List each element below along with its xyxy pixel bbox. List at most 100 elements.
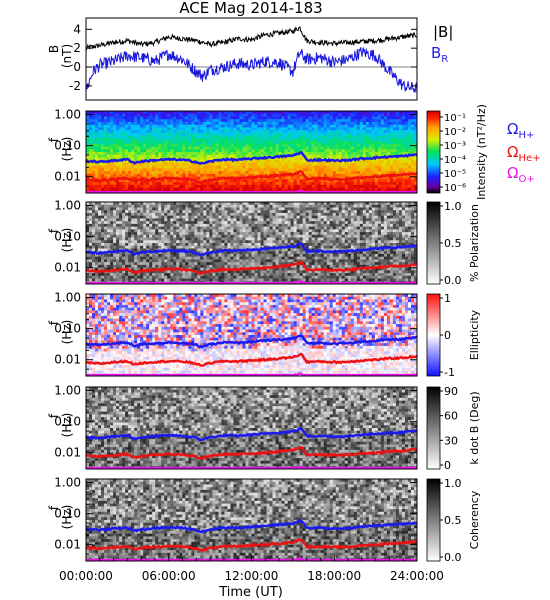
gyro-line-h-plus: [85, 150, 418, 165]
colorbar-tick-label: 30: [444, 434, 458, 447]
legend-gyro-sub: H+: [518, 130, 534, 141]
y-axis-label: f: [47, 505, 61, 510]
x-tick-label: 12:00:00: [225, 569, 279, 583]
colorbar-tick-label: 1.0: [444, 477, 462, 490]
legend-gyro-he-plus: ΩHe+: [507, 143, 541, 164]
colorbar-tick-label: 0: [444, 329, 451, 342]
y-tick-label: 1.00: [54, 108, 81, 122]
colorbar-tick-label: 90: [444, 385, 458, 398]
colorbar-tick-label: 0.0: [444, 551, 462, 564]
panel-intensity: 1.000.100.01f (Hz)10⁻¹10⁻²10⁻³10⁻⁴10⁻⁵10⁻…: [47, 104, 488, 200]
panel-frame: [85, 110, 418, 194]
y-tick-label: 0: [73, 60, 81, 74]
panel-frame: [85, 386, 418, 470]
panel-frame: [85, 293, 418, 377]
colorbar-gradient: [426, 201, 441, 285]
panel-frame: [85, 17, 418, 101]
panel-frame: [85, 201, 418, 285]
y-axis-label: f: [47, 413, 61, 418]
gyro-line-he-plus: [85, 538, 418, 552]
colorbar-tick-label: 10⁻⁵: [444, 169, 466, 180]
colorbar: 10⁻¹ 10⁻² 10⁻³ 10⁻⁴ 10⁻⁵ 10⁻⁶ Intensity (nT²/H…: [426, 104, 488, 200]
panels: 420-2B (nT)1.000.100.01f (Hz)10⁻¹10⁻²10⁻³1…: [47, 17, 488, 564]
panel-ellipticity: 1.00 0.10 0.01 f (Hz) 1 0 -1 Ellipticity: [47, 291, 481, 379]
x-tick-label: 00:00:00: [59, 569, 113, 583]
y-tick-label: 1.00: [54, 384, 81, 398]
y-axis-unit: (Hz): [60, 413, 74, 438]
chart-title: ACE Mag 2014-183: [179, 0, 322, 17]
legend-b-total: |B|: [433, 23, 453, 41]
gyro-line-o-plus: [86, 465, 418, 470]
gyro-line-h-plus: [85, 518, 418, 534]
colorbar-tick-label: 0.5: [444, 514, 462, 527]
colorbar-tick-label: 10⁻²: [444, 127, 466, 138]
y-tick-label: 0.10: [54, 507, 81, 521]
y-tick-label: 0.10: [54, 230, 81, 244]
y-tick-label: 0.10: [54, 139, 81, 153]
y-tick-label: -2: [69, 79, 81, 93]
colorbar-label: Intensity (nT²/Hz): [475, 104, 488, 200]
colorbar-tick-label: 10⁻⁶: [444, 183, 466, 194]
gyro-line-he-plus: [85, 259, 418, 276]
y-axis-unit: (Hz): [60, 320, 74, 345]
gyro-line-o-plus: [86, 189, 418, 194]
series-line-b-r: [85, 47, 418, 94]
y-tick-label: 0.01: [54, 538, 81, 552]
legend-gyro-h-plus: ΩH+: [507, 120, 534, 141]
y-tick-label: 0.01: [54, 170, 81, 184]
colorbar-gradient: [426, 293, 441, 377]
legend-b-r: BR: [431, 44, 448, 65]
legend-gyro-o-plus: ΩO+: [507, 164, 535, 185]
gyro-line-o-plus: [86, 280, 418, 285]
colorbar: 1.0 0.5 0.0 % Polarization: [426, 200, 481, 287]
gyro-line-he-plus: [85, 352, 418, 367]
colorbar-label: k dot B (Deg): [468, 391, 481, 464]
colorbar-tick-label: 1.0: [444, 200, 462, 213]
panel-polarization: 1.00 0.10 0.01 f (Hz) 1.0 0.5 0.0 % Polarization: [47, 199, 481, 287]
legend-gyro-sub: He+: [518, 153, 540, 164]
y-tick-label: 1.00: [54, 291, 81, 305]
colorbar-tick-label: 1: [444, 292, 451, 305]
gyro-line-o-plus: [86, 372, 417, 377]
x-axis: 00:00:00 06:00:00 12:00:00 18:00:00 24:00:00: [59, 555, 444, 583]
y-axis-unit: (Hz): [60, 137, 74, 162]
y-axis-label: f: [47, 137, 61, 142]
colorbar-gradient: [426, 110, 441, 194]
colorbar-tick-label: 0.0: [444, 274, 462, 287]
x-tick-label: 18:00:00: [307, 569, 361, 583]
y-tick-label: 0.10: [54, 415, 81, 429]
gyro-line-he-plus: [85, 445, 418, 460]
y-tick-label: 0.01: [54, 353, 81, 367]
colorbar: 1 0 -1 Ellipticity: [426, 292, 481, 379]
panel-k-dot-b: 1.00 0.10 0.01 f (Hz) 90 60 30 0 k dot B (Deg): [47, 384, 481, 472]
y-axis-unit: (nT): [60, 44, 74, 68]
colorbar-tick-label: 10⁻⁴: [444, 155, 466, 166]
gyro-line-he-plus: [85, 170, 418, 184]
colorbar-label: % Polarization: [468, 204, 481, 282]
y-tick-label: 1.00: [54, 476, 81, 490]
colorbar-tick-label: 60: [444, 410, 458, 423]
y-tick-label: 0.10: [54, 322, 81, 336]
colorbar-gradient: [426, 386, 441, 470]
colorbar-tick-label: 10⁻³: [444, 141, 466, 152]
x-tick-label: 24:00:00: [390, 569, 444, 583]
x-axis-label: Time (UT): [218, 585, 283, 600]
y-axis-unit: (Hz): [60, 505, 74, 530]
colorbar-tick-label: 0.5: [444, 237, 462, 250]
panel-coherency: 1.00 0.10 0.01 f (Hz) 1.0 0.5 0.0 Coherency: [47, 476, 481, 564]
gyro-line-h-plus: [85, 427, 418, 442]
y-tick-label: 1.00: [54, 199, 81, 213]
colorbar-tick-label: 10⁻¹: [444, 113, 466, 124]
colorbar-gradient: [426, 478, 441, 562]
colorbar-tick-label: -1: [444, 366, 455, 379]
colorbar: 1.0 0.5 0.0 Coherency: [426, 477, 481, 564]
y-tick-label: 4: [73, 22, 81, 36]
colorbar-tick-label: 0: [444, 459, 451, 472]
gyro-line-h-plus: [85, 241, 418, 258]
x-tick-label: 06:00:00: [142, 569, 196, 583]
y-tick-label: 0.01: [54, 261, 81, 275]
panel-magnetic-field: 4 2 0 -2 B (nT): [47, 17, 418, 101]
y-axis-label: f: [47, 320, 61, 325]
y-axis-unit: (Hz): [60, 228, 74, 253]
